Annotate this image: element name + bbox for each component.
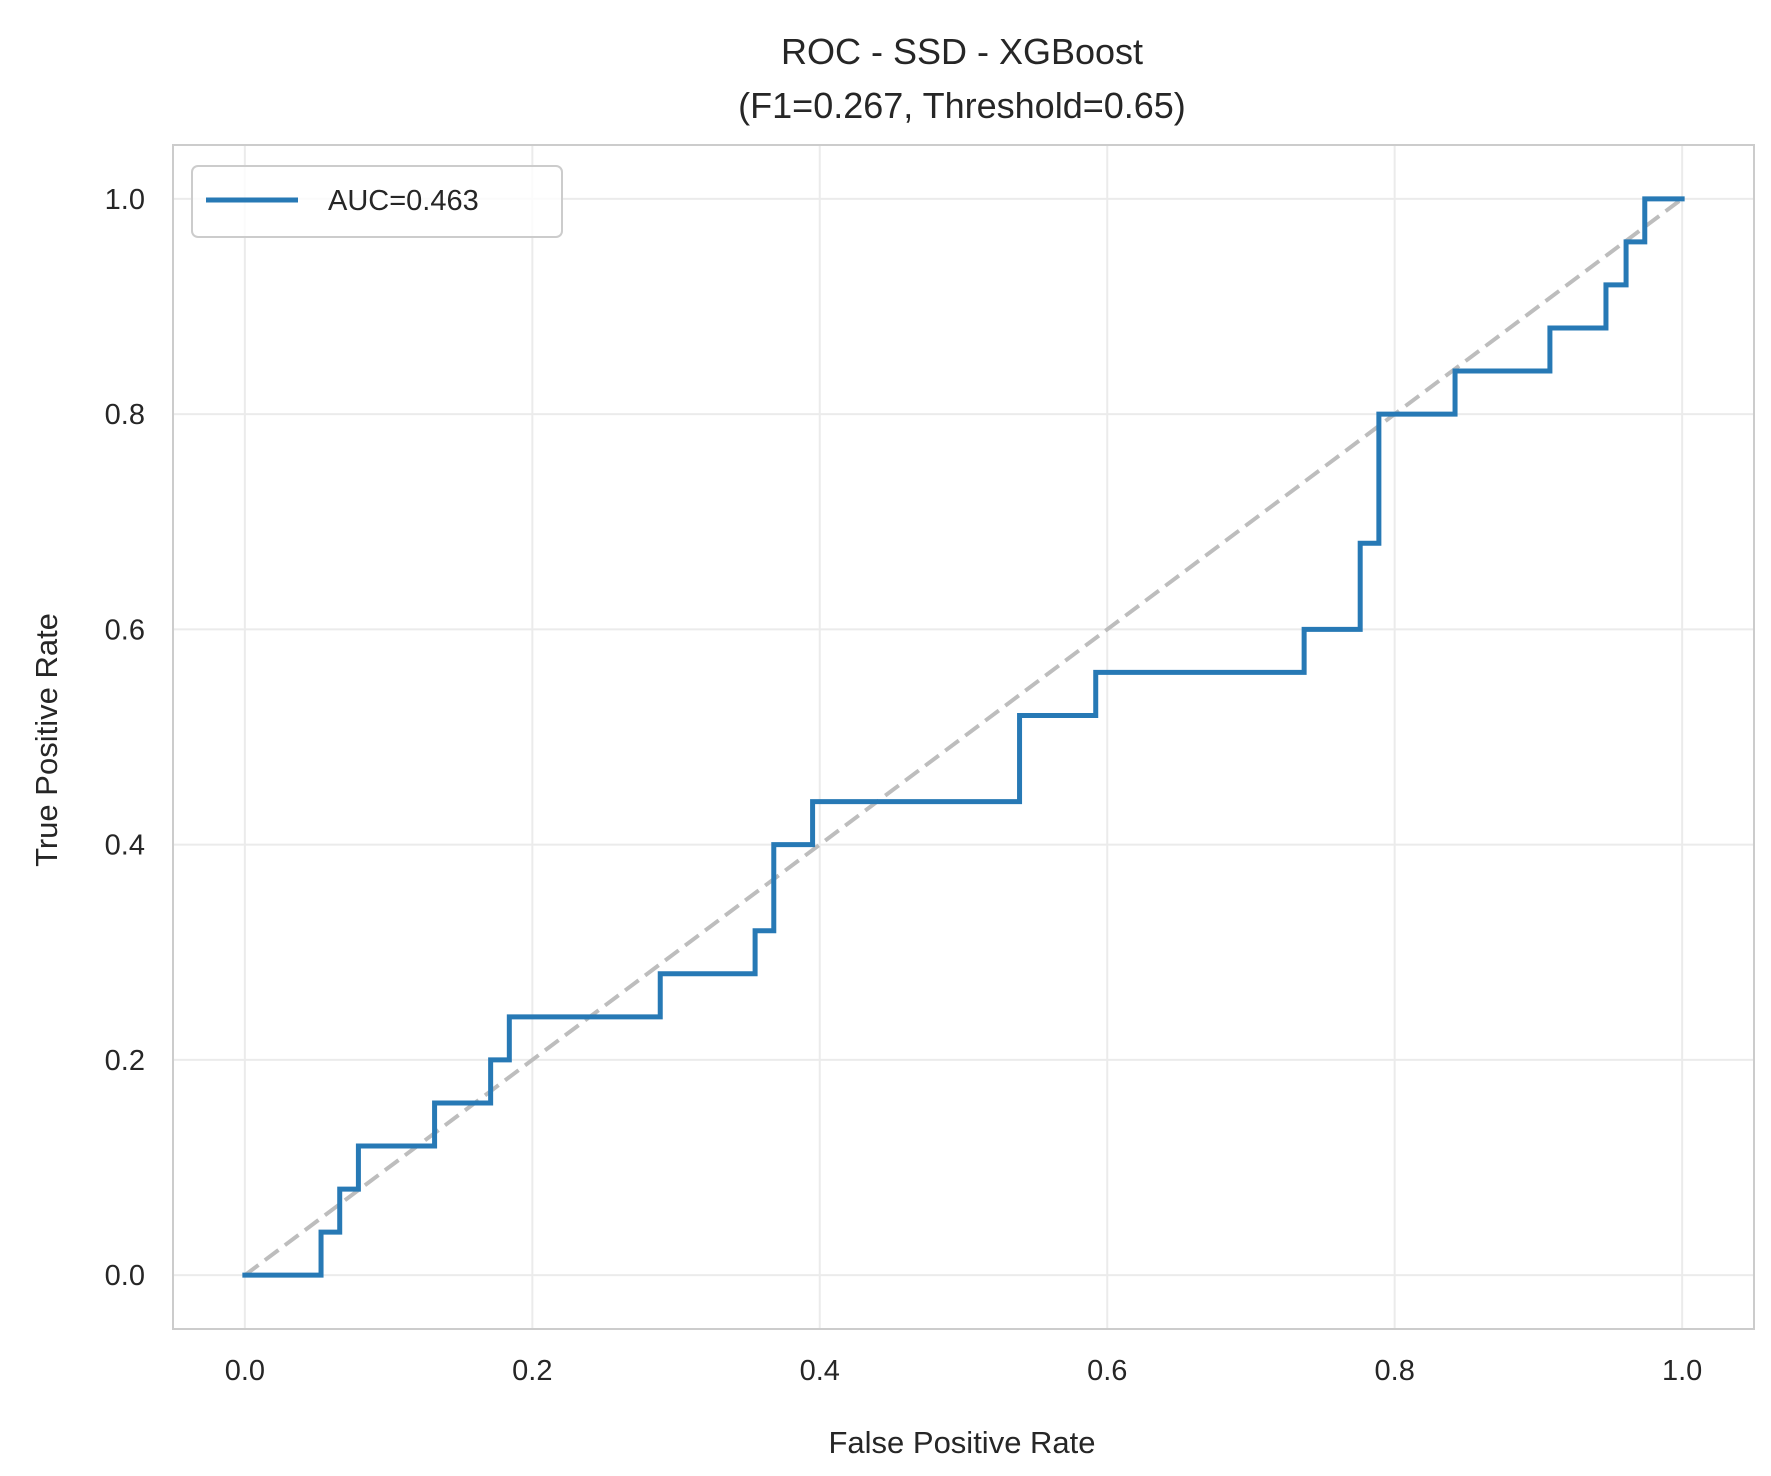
x-tick-label: 0.0	[225, 1355, 265, 1387]
grid	[173, 145, 1754, 1329]
y-tick-label: 0.2	[105, 1045, 145, 1077]
x-tick-label: 1.0	[1662, 1355, 1702, 1387]
x-tick-label: 0.2	[512, 1355, 552, 1387]
y-axis-label: True Positive Rate	[29, 613, 64, 867]
legend-box	[191, 165, 563, 238]
roc-curve-line	[242, 196, 1685, 1278]
x-tick-label: 0.8	[1375, 1355, 1415, 1387]
plot-frame	[172, 144, 1755, 1330]
y-tick-label: 0.4	[105, 830, 145, 862]
y-tick-label: 0.0	[105, 1260, 145, 1292]
y-tick-label: 0.8	[105, 399, 145, 431]
x-tick-label: 0.6	[1087, 1355, 1127, 1387]
tick-labels: 0.0 0.2 0.4 0.6 0.8 1.0 0.0 0.2 0.4 0.6 0.8 1.0	[105, 184, 1703, 1387]
y-tick-label: 1.0	[105, 184, 145, 216]
chart-title: ROC - SSD - XGBoost	[781, 31, 1143, 72]
y-tick-label: 0.6	[105, 614, 145, 646]
legend: AUC=0.463	[191, 165, 563, 238]
chart-subtitle: (F1=0.267, Threshold=0.65)	[738, 85, 1186, 126]
x-tick-label: 0.4	[800, 1355, 840, 1387]
x-axis-label: False Positive Rate	[828, 1425, 1095, 1460]
series-layer	[242, 196, 1685, 1278]
legend-label: AUC=0.463	[328, 185, 479, 217]
